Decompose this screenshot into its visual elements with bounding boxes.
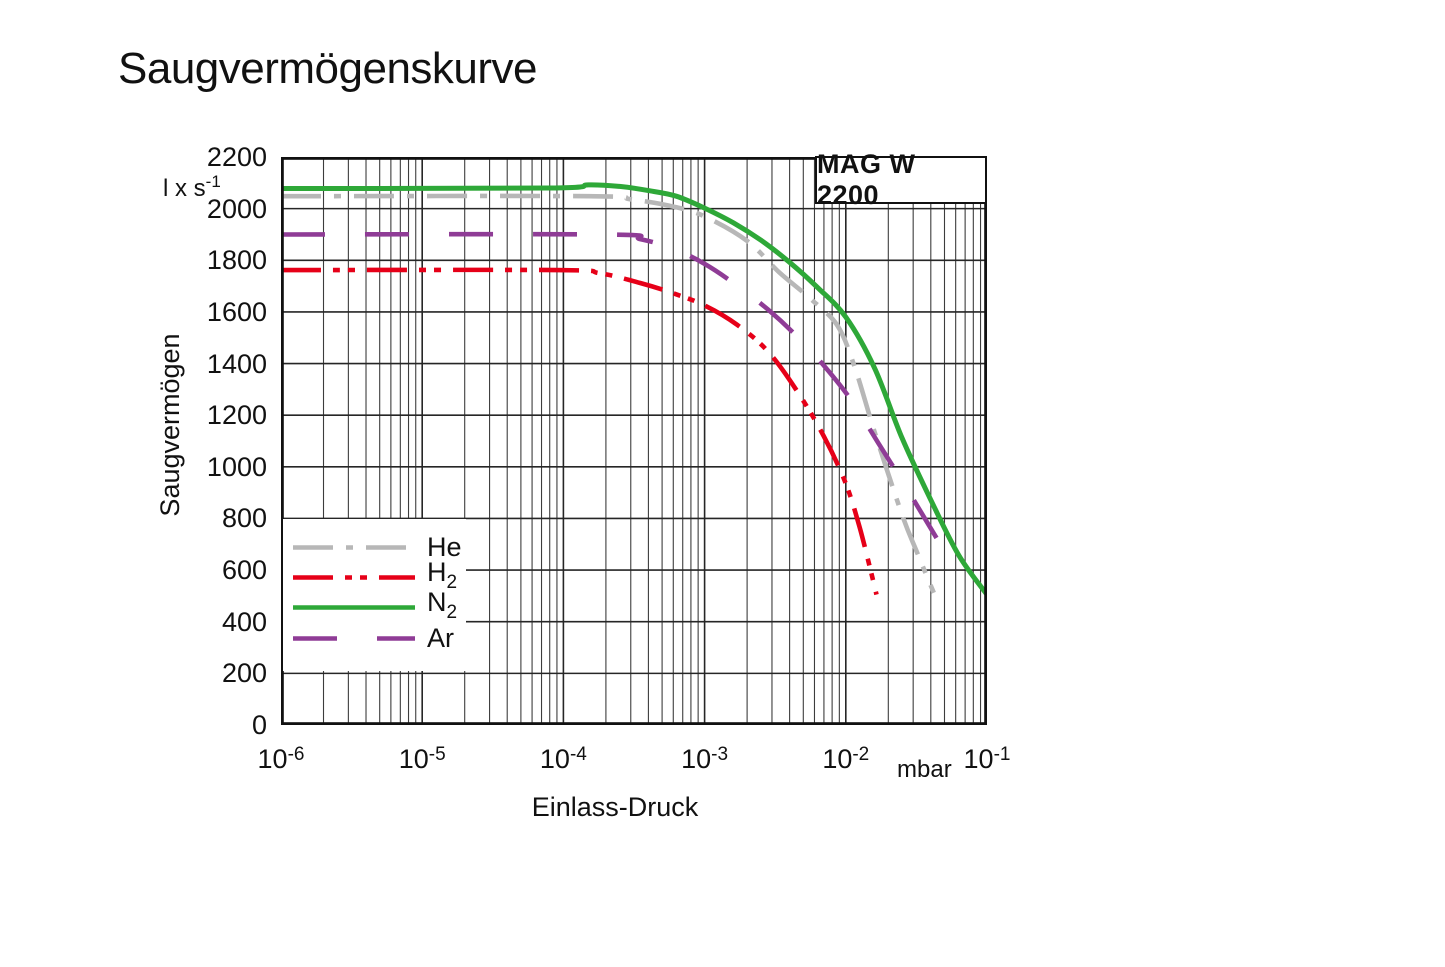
legend-label-ar: Ar <box>427 623 454 653</box>
legend-label-h2: H2 <box>427 556 458 593</box>
legend-row-ar: Ar <box>293 623 454 653</box>
x-axis-unit: mbar <box>897 756 952 783</box>
y-tick-label: 1400 <box>206 348 267 379</box>
y-tick-label: 2200 <box>206 142 267 172</box>
legend-line-sample-ar <box>293 635 415 641</box>
y-axis-tick-labels: 0 200 400 600 800 1000 1200 1400 1600 1800 2000 220… <box>0 142 267 740</box>
y-tick-label: 600 <box>221 555 267 586</box>
legend-line-sample-h2 <box>293 574 415 580</box>
x-tick-label: 10-4 <box>539 744 587 774</box>
legend-label-n2: N2 <box>427 586 458 623</box>
legend: He H2 N2 Ar <box>283 519 466 671</box>
series-n2 <box>281 182 987 597</box>
x-tick-label: 10-6 <box>257 744 305 774</box>
model-badge: MAG W 2200 <box>815 149 987 210</box>
y-tick-label: 1600 <box>206 296 267 327</box>
legend-line-sample-n2 <box>293 604 415 610</box>
y-tick-label: 0 <box>251 710 267 740</box>
y-tick-label: 200 <box>221 658 267 689</box>
x-tick-label: 10-2 <box>822 744 870 774</box>
x-tick-label: 10-1 <box>963 744 1011 774</box>
legend-label-he: He <box>427 532 462 562</box>
y-tick-label: 2000 <box>206 193 267 224</box>
page-title: Saugvermögenskurve <box>118 44 538 93</box>
x-tick-label: 10-3 <box>681 744 729 774</box>
series-h2 <box>281 267 879 596</box>
legend-row-he: He <box>293 532 462 562</box>
plot-frame <box>281 157 987 725</box>
legend-row-h2: H2 <box>293 557 457 593</box>
legend-line-sample-he <box>293 544 415 550</box>
y-tick-label: 400 <box>221 606 267 637</box>
x-axis-tick-labels: 10-6 10-5 10-4 10-3 10-2 10-1 <box>258 740 1011 780</box>
y-tick-label: 1000 <box>206 451 267 482</box>
series-he <box>281 193 936 594</box>
y-axis-unit: l x s-1 <box>163 172 221 202</box>
y-tick-label: 800 <box>221 503 267 534</box>
y-axis-unit-exponent: -1 <box>205 172 221 191</box>
x-axis-title: Einlass-Druck <box>531 792 699 822</box>
legend-row-n2: N2 <box>293 587 457 623</box>
x-tick-label: 10-5 <box>398 744 446 774</box>
y-tick-label: 1800 <box>206 245 267 276</box>
y-tick-label: 1200 <box>206 400 267 431</box>
series-ar <box>281 231 958 572</box>
